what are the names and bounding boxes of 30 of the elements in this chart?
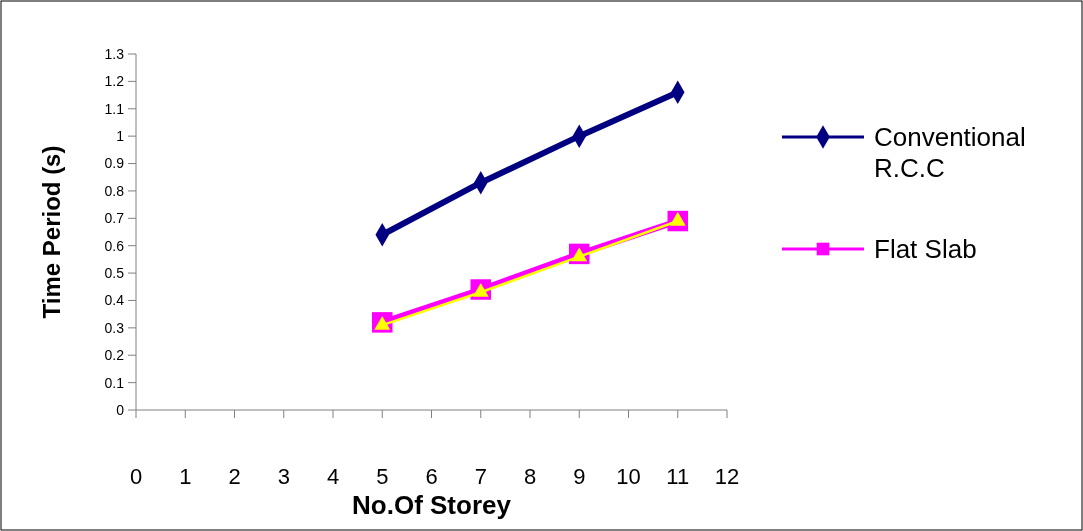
x-tick-label: 1 [179,464,192,489]
x-tick-label: 12 [714,464,740,489]
y-tick-label: 1.3 [104,45,125,62]
y-tick-label: 0.2 [104,347,125,364]
y-tick-label: 0.9 [104,155,125,172]
x-tick-label: 6 [425,464,438,489]
y-tick-label: 0.4 [104,292,125,309]
x-tick-label: 9 [573,464,586,489]
y-tick-label: 1.1 [104,100,125,117]
y-tick-label: 0.7 [104,210,125,227]
y-tick-label: 0.6 [104,237,125,254]
x-tick-label: 2 [228,464,241,489]
y-tick-label: 0.3 [104,319,125,336]
x-tick-label: 5 [376,464,389,489]
x-tick-label: 8 [523,464,537,489]
y-tick-label: 1 [116,128,125,145]
y-tick-label: 0.8 [104,182,125,199]
x-tick-label: 3 [277,464,290,489]
legend-label: Flat Slab [874,234,977,265]
y-tick-label: 0.5 [104,264,125,281]
x-tick-label: 11 [666,464,690,489]
legend-label: Conventional R.C.C [874,122,1026,184]
y-tick-label: 0.1 [104,374,125,391]
x-tick-label: 10 [616,464,641,489]
x-tick-label: 4 [326,464,340,489]
x-axis-title: No.Of Storey [352,490,512,520]
x-tick-label: 7 [474,464,487,489]
y-axis-title: Time Period (s) [38,145,65,319]
y-tick-label: 0 [116,401,125,418]
y-tick-label: 1.2 [104,73,125,90]
